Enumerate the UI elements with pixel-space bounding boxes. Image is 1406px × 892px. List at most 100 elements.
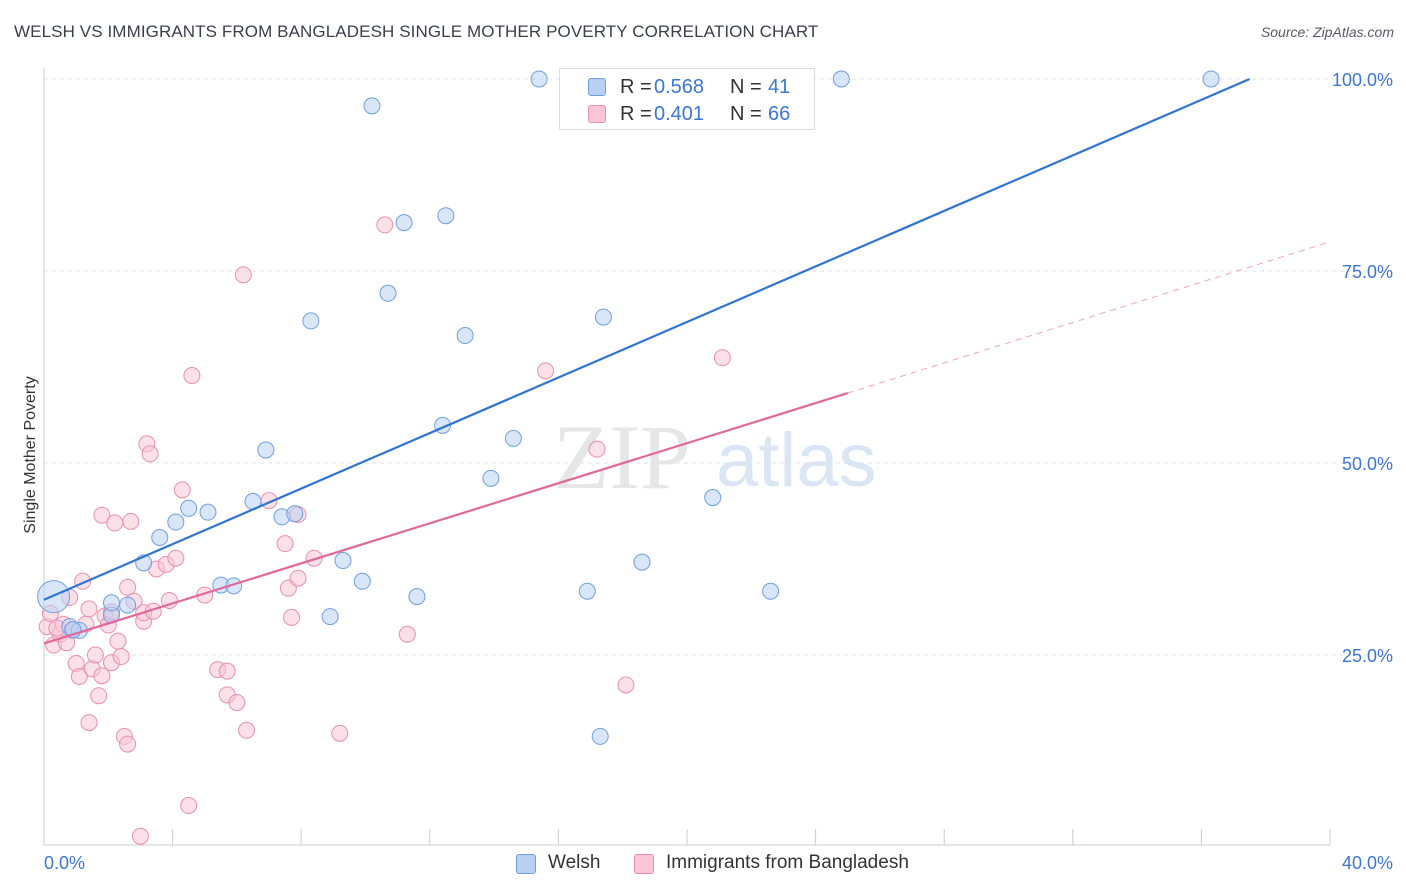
bangladesh-legend-label: Immigrants from Bangladesh bbox=[666, 852, 909, 873]
welsh-point bbox=[437, 207, 455, 225]
bangladesh-point bbox=[180, 797, 198, 815]
legend-r-value: 0.568 bbox=[654, 76, 705, 98]
bangladesh-point bbox=[588, 440, 606, 458]
bangladesh-point bbox=[238, 721, 256, 739]
bangladesh-point bbox=[90, 687, 108, 705]
bangladesh-point bbox=[376, 216, 394, 234]
x-tick-label: 0.0% bbox=[44, 853, 85, 873]
welsh-point bbox=[530, 70, 548, 88]
welsh-point bbox=[591, 727, 609, 745]
bangladesh-point bbox=[119, 735, 137, 753]
welsh-point bbox=[395, 214, 413, 232]
welsh-point bbox=[103, 594, 121, 612]
welsh-point bbox=[762, 582, 780, 600]
source-label: Source: ZipAtlas.com bbox=[1260, 24, 1394, 40]
bangladesh-swatch bbox=[588, 105, 606, 123]
bangladesh-point bbox=[331, 724, 349, 742]
legend-n-value: 41 bbox=[768, 76, 791, 98]
bangladesh-point bbox=[86, 646, 104, 664]
watermark-atlas: atlas bbox=[716, 418, 877, 503]
y-axis-label: Single Mother Poverty bbox=[22, 376, 39, 533]
bangladesh-point bbox=[276, 535, 294, 553]
welsh-point bbox=[302, 312, 320, 330]
bangladesh-points bbox=[38, 216, 731, 845]
bangladesh-point bbox=[183, 366, 201, 384]
bangladesh-point bbox=[398, 625, 416, 643]
welsh-point bbox=[180, 499, 198, 517]
bangladesh-point bbox=[106, 514, 124, 532]
y-tick-label: 25.0% bbox=[1342, 646, 1393, 666]
bangladesh-point bbox=[80, 600, 98, 618]
welsh-point bbox=[379, 284, 397, 302]
y-tick-label: 100.0% bbox=[1332, 70, 1393, 90]
welsh-point bbox=[504, 429, 522, 447]
welsh-point bbox=[321, 608, 339, 626]
welsh-point bbox=[408, 588, 426, 606]
welsh-swatch bbox=[588, 78, 606, 96]
legend-n-label: N = bbox=[730, 103, 762, 125]
welsh-point bbox=[633, 553, 651, 571]
y-tick-label: 75.0% bbox=[1342, 262, 1393, 282]
welsh-point bbox=[363, 97, 381, 115]
trend-lines bbox=[43, 77, 1331, 645]
legend-row-bangladesh: R = 0.401 N = 66 bbox=[560, 101, 816, 127]
y-tick-label: 50.0% bbox=[1342, 454, 1393, 474]
bangladesh-point bbox=[141, 445, 159, 463]
welsh-point bbox=[167, 513, 185, 531]
welsh-point bbox=[353, 572, 371, 590]
legend-n-value: 66 bbox=[768, 103, 791, 125]
grid-lines bbox=[44, 78, 1392, 656]
welsh-legend-swatch bbox=[516, 854, 536, 874]
welsh-point bbox=[119, 596, 137, 614]
x-tick-labels: 0.0% 40.0% bbox=[44, 853, 1393, 873]
legend-r-label: R = bbox=[620, 103, 652, 125]
bangladesh-point bbox=[112, 648, 130, 666]
bangladesh-point bbox=[228, 694, 246, 712]
welsh-point bbox=[257, 441, 275, 459]
axes bbox=[43, 68, 1331, 846]
welsh-trend-line bbox=[43, 77, 1251, 601]
bangladesh-point bbox=[173, 481, 191, 499]
welsh-point bbox=[286, 505, 304, 523]
bangladesh-point bbox=[283, 608, 301, 626]
bangladesh-point bbox=[713, 349, 731, 367]
y-tick-labels: 25.0% 50.0% 75.0% 100.0% bbox=[1332, 70, 1393, 666]
bangladesh-point bbox=[218, 662, 236, 680]
welsh-point bbox=[1202, 70, 1220, 88]
bangladesh-point bbox=[122, 512, 140, 530]
welsh-point bbox=[456, 327, 474, 345]
welsh-point bbox=[704, 489, 722, 507]
bangladesh-legend-swatch bbox=[634, 854, 654, 874]
bangladesh-trend-line bbox=[43, 392, 849, 645]
bangladesh-point bbox=[289, 569, 307, 587]
correlation-legend: R = 0.568 N = 41 R = 0.401 N = 66 bbox=[559, 68, 815, 130]
welsh-point bbox=[482, 469, 500, 487]
chart-title: WELSH VS IMMIGRANTS FROM BANGLADESH SING… bbox=[14, 22, 819, 41]
watermark: ZIP atlas bbox=[553, 406, 877, 508]
legend-r-value: 0.401 bbox=[654, 103, 705, 125]
welsh-point bbox=[334, 552, 352, 570]
welsh-legend-label: Welsh bbox=[548, 852, 601, 873]
bangladesh-point bbox=[93, 506, 111, 524]
welsh-point bbox=[199, 503, 217, 521]
bangladesh-trend-extension bbox=[847, 241, 1331, 394]
x-tick-label: 40.0% bbox=[1342, 853, 1393, 873]
bangladesh-point bbox=[109, 632, 127, 650]
watermark-zip: ZIP bbox=[553, 406, 691, 508]
welsh-point bbox=[832, 70, 850, 88]
bangladesh-point bbox=[167, 549, 185, 567]
bangladesh-point bbox=[119, 578, 137, 596]
legend-n-label: N = bbox=[730, 76, 762, 98]
bangladesh-point bbox=[70, 668, 88, 686]
bangladesh-point bbox=[131, 827, 149, 845]
bangladesh-point bbox=[80, 714, 98, 732]
welsh-point bbox=[578, 582, 596, 600]
bangladesh-point bbox=[93, 667, 111, 685]
bangladesh-point bbox=[234, 266, 252, 284]
bangladesh-point bbox=[160, 591, 178, 609]
bangladesh-point bbox=[617, 676, 635, 694]
welsh-point bbox=[151, 528, 169, 546]
bangladesh-point bbox=[537, 362, 555, 380]
welsh-point bbox=[594, 308, 612, 326]
